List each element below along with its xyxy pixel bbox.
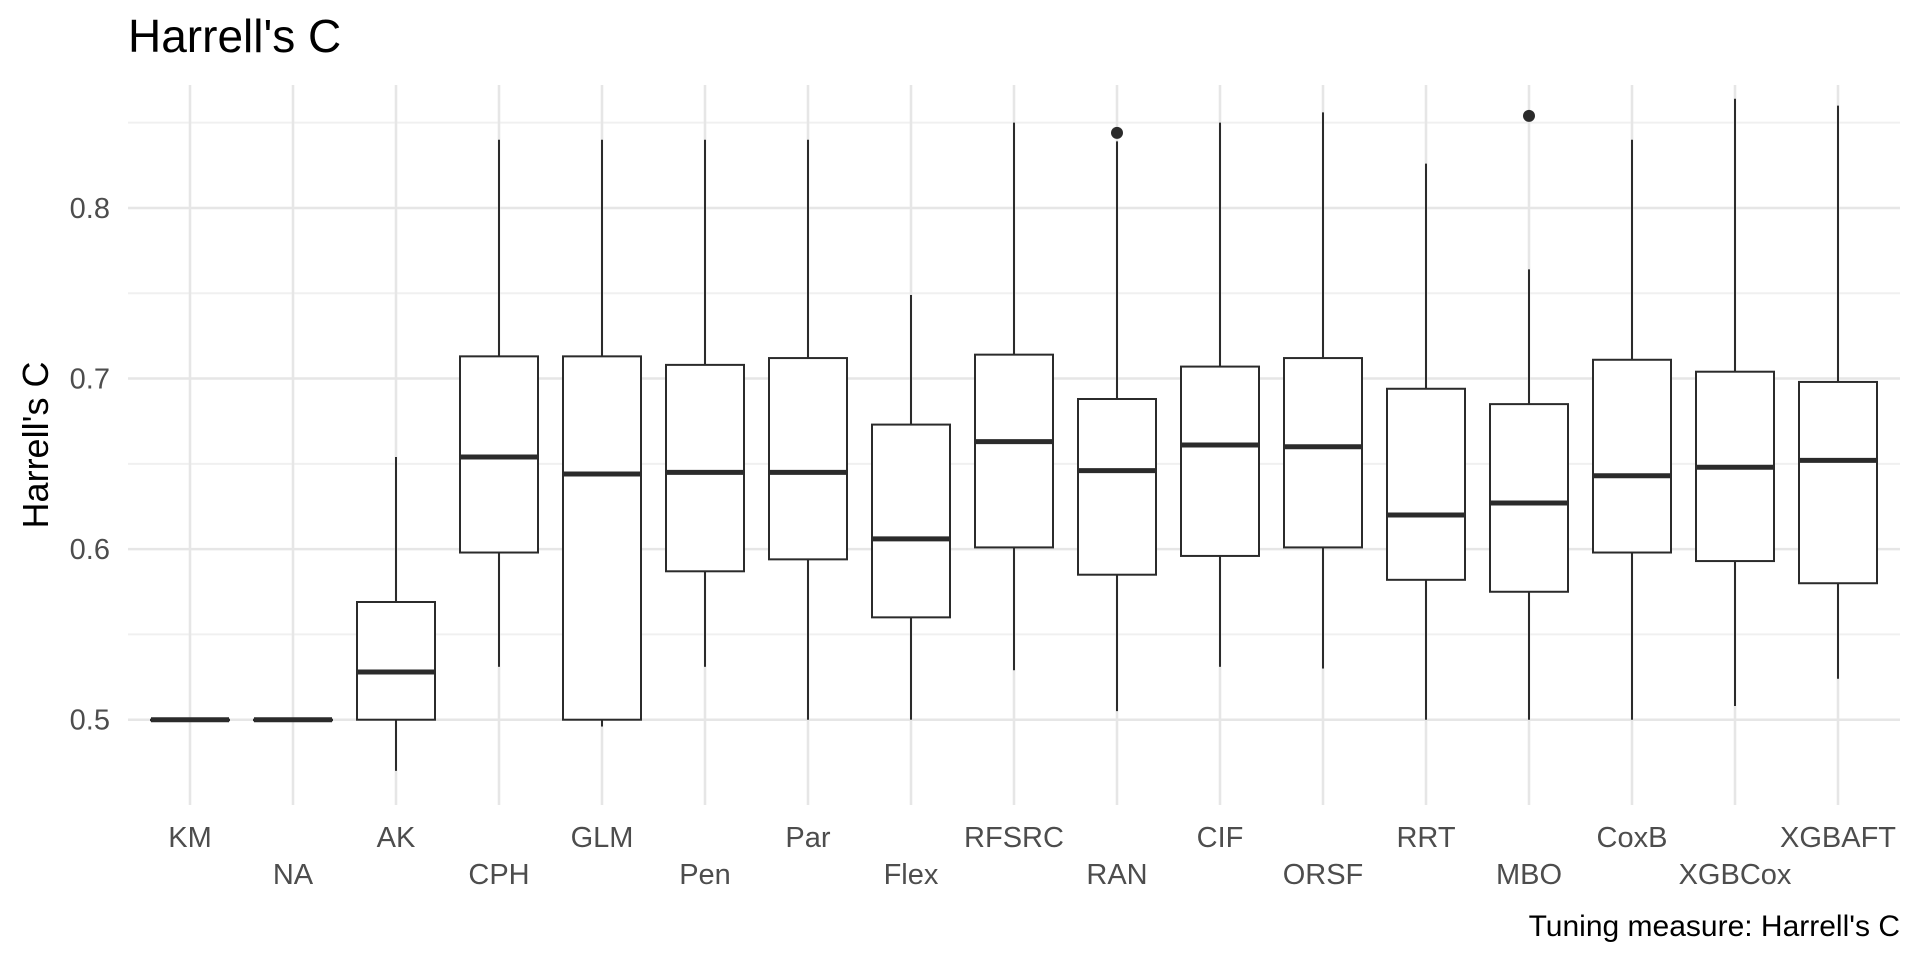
box-mbo: [1489, 109, 1569, 720]
outlier-point: [1111, 126, 1123, 139]
box-ak: [356, 457, 436, 771]
box-body: [562, 355, 642, 721]
box-body: [1386, 387, 1466, 581]
x-tick-label: RAN: [1086, 859, 1147, 891]
y-axis-label: Harrell's C: [15, 362, 56, 529]
box-body: [356, 601, 436, 721]
box-pen: [665, 139, 745, 667]
box-body: [459, 355, 539, 554]
box-cph: [459, 139, 539, 667]
x-axis-ticks: KM NA AK CPH GLM Pen Par Flex RFSRC RAN CIF ORSF RRT…: [168, 822, 1896, 891]
box-xgbcox: [1695, 98, 1775, 707]
x-tick-label: KM: [168, 822, 212, 854]
box-km: [150, 717, 230, 723]
box-coxb: [1592, 139, 1672, 720]
box-flex: [871, 294, 951, 720]
x-tick-label: XGBCox: [1679, 859, 1792, 891]
x-tick-label: CPH: [468, 859, 529, 891]
box-rfsrc: [974, 122, 1054, 671]
box-body: [1180, 365, 1260, 557]
box-na: [253, 717, 333, 723]
box-cif: [1180, 122, 1260, 667]
box-body: [974, 353, 1054, 549]
y-axis-ticks: 0.5 0.6 0.7 0.8: [70, 193, 110, 737]
box-layer: [150, 98, 1878, 771]
box-body: [1798, 380, 1878, 585]
chart-title: Harrell's C: [128, 10, 341, 62]
x-tick-label: NA: [273, 859, 314, 891]
box-glm: [562, 139, 642, 727]
outlier-point: [1523, 109, 1535, 122]
x-tick-label: XGBAFT: [1780, 822, 1896, 854]
x-tick-label: MBO: [1496, 859, 1562, 891]
box-body: [665, 363, 745, 573]
x-tick-label: CoxB: [1597, 822, 1668, 854]
box-body: [1489, 403, 1569, 593]
box-par: [768, 139, 848, 720]
x-tick-label: Flex: [884, 859, 939, 891]
y-tick-label: 0.5: [70, 705, 110, 737]
box-body: [1592, 358, 1672, 554]
box-body: [1283, 357, 1363, 549]
x-tick-label: Par: [785, 822, 830, 854]
box-body: [768, 357, 848, 561]
x-tick-label: ORSF: [1283, 859, 1364, 891]
y-tick-label: 0.6: [70, 534, 110, 566]
x-tick-label: GLM: [571, 822, 634, 854]
box-body: [871, 423, 951, 619]
box-xgbaft: [1798, 105, 1878, 679]
x-tick-label: AK: [377, 822, 416, 854]
x-tick-label: CIF: [1197, 822, 1244, 854]
y-tick-label: 0.8: [70, 193, 110, 225]
box-body: [1077, 398, 1157, 576]
x-tick-label: RFSRC: [964, 822, 1064, 854]
chart-caption: Tuning measure: Harrell's C: [1529, 910, 1900, 943]
x-tick-label: RRT: [1396, 822, 1455, 854]
x-tick-label: Pen: [679, 859, 731, 891]
y-tick-label: 0.7: [70, 364, 110, 396]
box-ran: [1077, 126, 1157, 712]
box-rrt: [1386, 163, 1466, 720]
box-orsf: [1283, 112, 1363, 669]
